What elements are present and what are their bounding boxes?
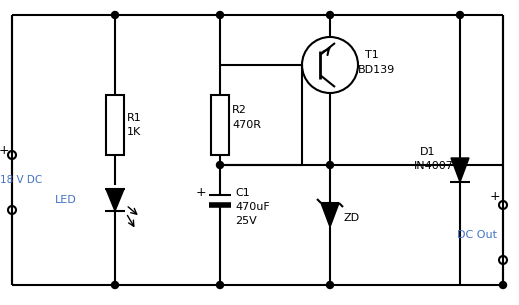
Text: 470R: 470R bbox=[232, 120, 261, 130]
Circle shape bbox=[326, 12, 334, 19]
Circle shape bbox=[216, 282, 224, 289]
Text: ZD: ZD bbox=[344, 213, 360, 223]
Polygon shape bbox=[451, 158, 469, 182]
Text: +: + bbox=[490, 191, 500, 203]
Bar bbox=[106, 95, 124, 155]
Circle shape bbox=[457, 162, 463, 168]
Text: T1: T1 bbox=[365, 50, 379, 60]
Circle shape bbox=[326, 162, 334, 168]
Text: R2: R2 bbox=[232, 105, 247, 115]
Circle shape bbox=[112, 282, 118, 289]
Text: DC Out: DC Out bbox=[457, 230, 497, 240]
Circle shape bbox=[457, 12, 463, 19]
Text: C1: C1 bbox=[235, 188, 250, 198]
Text: BD139: BD139 bbox=[358, 65, 395, 75]
Text: D1: D1 bbox=[420, 147, 435, 157]
Circle shape bbox=[216, 12, 224, 19]
Circle shape bbox=[112, 12, 118, 19]
Text: LED: LED bbox=[55, 195, 77, 205]
Text: IN4007: IN4007 bbox=[414, 161, 454, 171]
Text: +: + bbox=[0, 143, 9, 156]
Circle shape bbox=[499, 282, 507, 289]
Text: 25V: 25V bbox=[235, 216, 257, 226]
Polygon shape bbox=[321, 203, 339, 227]
Text: 18 V DC: 18 V DC bbox=[0, 175, 42, 185]
Text: R1: R1 bbox=[127, 113, 142, 123]
Circle shape bbox=[216, 162, 224, 168]
Text: 1K: 1K bbox=[127, 127, 141, 137]
Bar bbox=[211, 95, 229, 155]
Circle shape bbox=[326, 282, 334, 289]
Text: +: + bbox=[196, 185, 207, 199]
Polygon shape bbox=[106, 189, 124, 211]
Text: 470uF: 470uF bbox=[235, 202, 270, 212]
